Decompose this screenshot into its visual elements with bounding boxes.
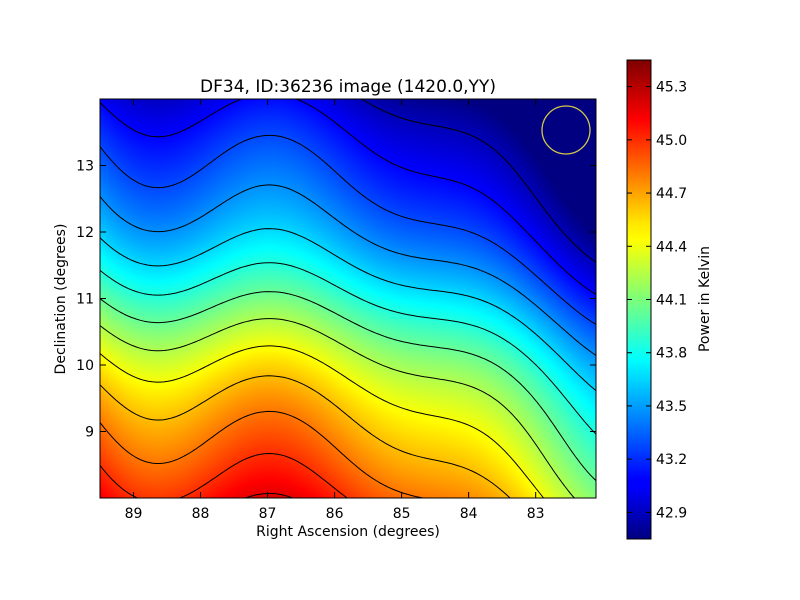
beam-marker-circle bbox=[541, 105, 591, 155]
contour-line-8 bbox=[100, 345, 544, 498]
contour-line-3 bbox=[100, 184, 596, 356]
colorbar-label: Power in Kelvin bbox=[697, 246, 713, 352]
x-tick-label-4: 85 bbox=[393, 506, 411, 522]
chart-title: DF34, ID:36236 image (1420.0,YY) bbox=[200, 77, 496, 97]
y-tick-label-1: 10 bbox=[76, 358, 94, 374]
colorbar: 42.9 43.2 43.5 43.8 44.1 44.4 44.7 45.0 45.3 Pow… bbox=[626, 59, 713, 540]
x-axis: 89 88 87 86 85 84 83 bbox=[125, 99, 545, 522]
heatmap-image bbox=[100, 99, 596, 498]
y-tick-label-2: 11 bbox=[76, 292, 94, 308]
y-axis: 9 10 11 12 13 bbox=[76, 159, 596, 441]
plot-area bbox=[99, 98, 597, 499]
contour-line-5 bbox=[100, 262, 596, 435]
contour-line-7 bbox=[100, 318, 575, 498]
x-tick-label-0: 89 bbox=[125, 506, 143, 522]
colorbar-tick-label-4: 44.1 bbox=[656, 293, 687, 309]
contour-line-9 bbox=[100, 375, 511, 498]
contour-line-1 bbox=[100, 99, 596, 295]
colorbar-tick-label-0: 42.9 bbox=[656, 505, 687, 521]
y-tick-label-4: 13 bbox=[76, 159, 94, 175]
colorbar-tick-label-6: 44.7 bbox=[656, 186, 687, 202]
x-tick-label-2: 87 bbox=[259, 506, 277, 522]
contour-line-11 bbox=[100, 453, 348, 498]
colorbar-tick-label-7: 45.0 bbox=[656, 133, 687, 149]
contour-line-0 bbox=[361, 99, 596, 263]
colorbar-tick-label-1: 43.2 bbox=[656, 452, 687, 468]
contour-line-10 bbox=[100, 410, 424, 498]
x-tick-label-6: 83 bbox=[527, 506, 545, 522]
x-tick-label-1: 88 bbox=[192, 506, 210, 522]
y-tick-label-0: 9 bbox=[85, 425, 94, 441]
contour-line-2 bbox=[100, 134, 596, 325]
y-axis-label: Declination (degrees) bbox=[53, 224, 69, 375]
x-axis-label: Right Ascension (degrees) bbox=[256, 524, 440, 540]
colorbar-tick-label-3: 43.8 bbox=[656, 346, 687, 362]
colorbar-tick-label-5: 44.4 bbox=[656, 239, 687, 255]
colorbar-ticks: 42.9 43.2 43.5 43.8 44.1 44.4 44.7 45.0 45.3 bbox=[627, 80, 687, 521]
x-tick-label-3: 86 bbox=[326, 506, 344, 522]
y-tick-label-3: 12 bbox=[76, 225, 94, 241]
colorbar-tick-label-2: 43.5 bbox=[656, 399, 687, 415]
contour-lines bbox=[100, 99, 596, 498]
contour-line-6 bbox=[100, 291, 596, 481]
colorbar-tick-label-8: 45.3 bbox=[656, 80, 687, 96]
x-tick-label-5: 84 bbox=[460, 506, 478, 522]
